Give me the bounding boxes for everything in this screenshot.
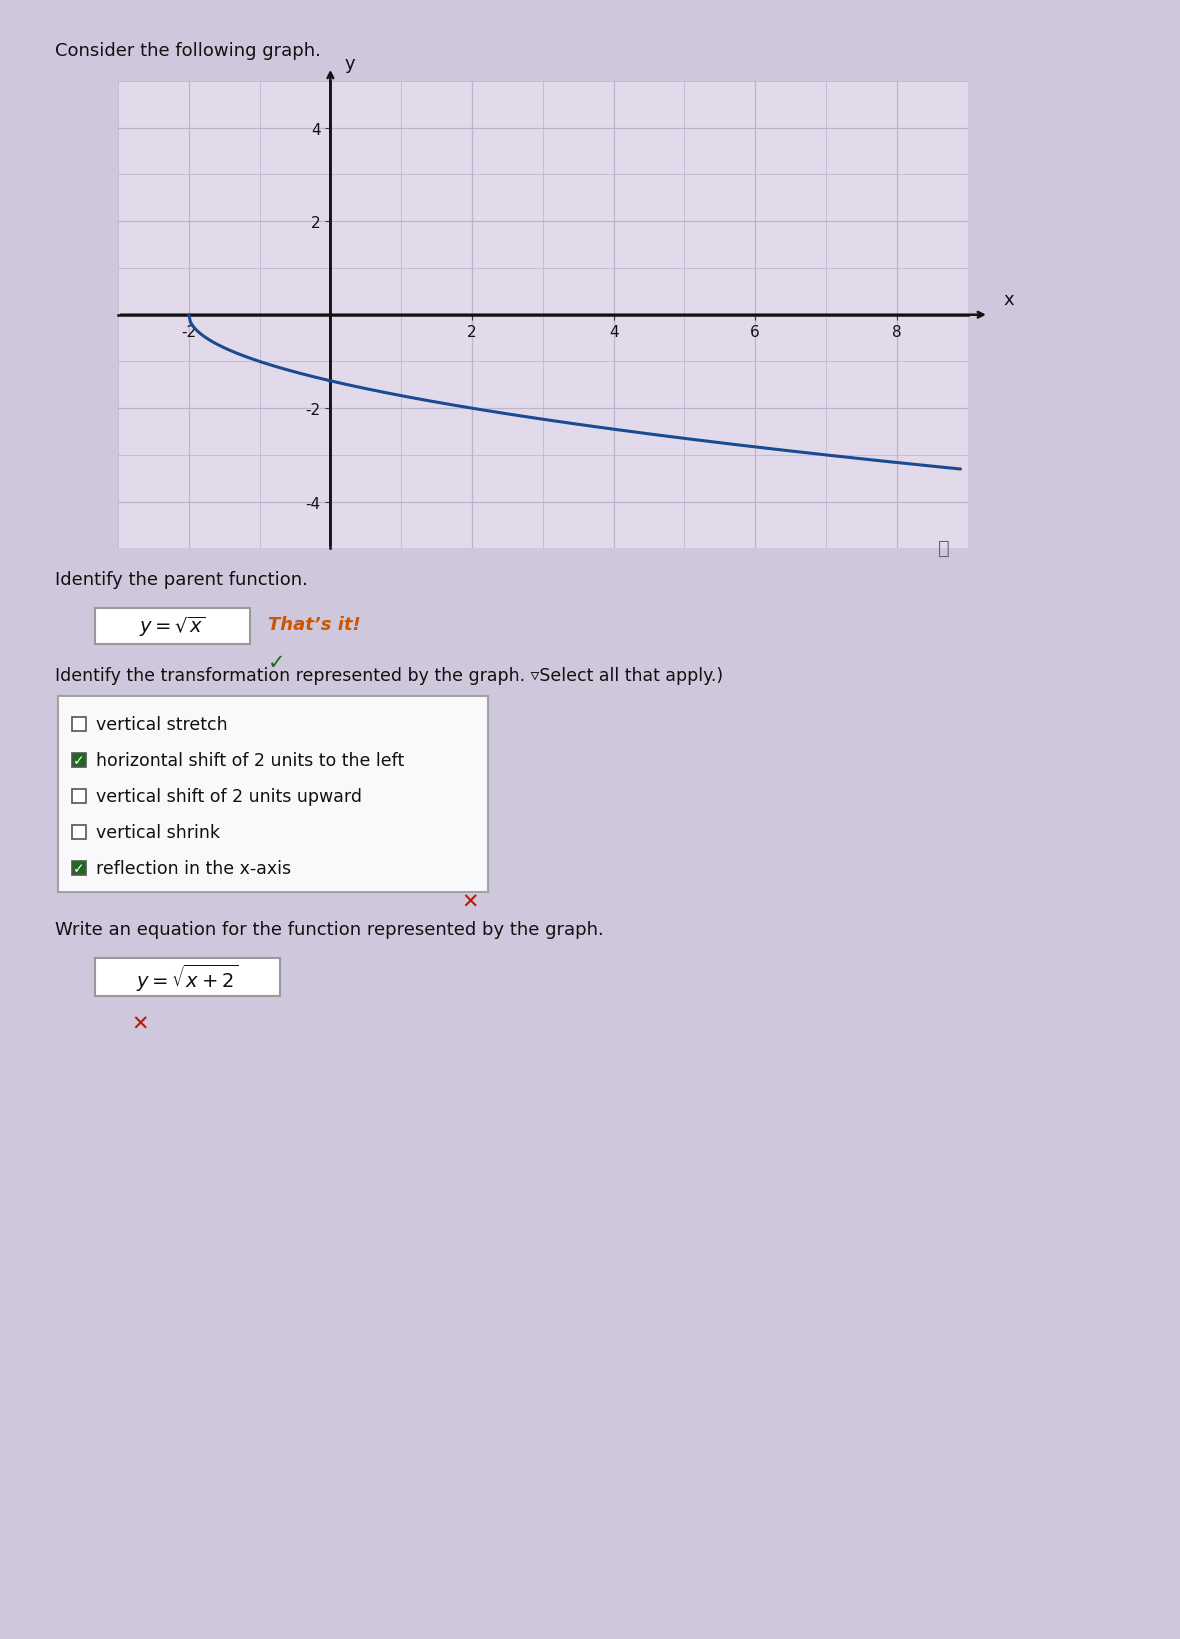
Text: y: y [345,54,355,72]
Text: horizontal shift of 2 units to the left: horizontal shift of 2 units to the left [96,752,405,770]
FancyBboxPatch shape [96,608,250,644]
FancyBboxPatch shape [72,718,86,731]
Text: ✕: ✕ [131,1015,149,1034]
Text: Identify the parent function.: Identify the parent function. [55,570,308,588]
Text: $y = \sqrt{x + 2}$: $y = \sqrt{x + 2}$ [137,962,238,993]
FancyBboxPatch shape [72,826,86,839]
Text: vertical shift of 2 units upward: vertical shift of 2 units upward [96,787,362,805]
FancyBboxPatch shape [96,959,280,997]
Text: ⓘ: ⓘ [938,539,950,557]
Text: reflection in the x-axis: reflection in the x-axis [96,859,291,877]
Text: ✕: ✕ [461,893,479,913]
Text: vertical stretch: vertical stretch [96,716,228,734]
FancyBboxPatch shape [72,754,86,767]
Text: ✓: ✓ [268,652,286,672]
Text: vertical shrink: vertical shrink [96,823,219,841]
Text: Write an equation for the function represented by the graph.: Write an equation for the function repre… [55,921,604,939]
Text: $y = \sqrt{x}$: $y = \sqrt{x}$ [139,615,205,639]
Text: Identify the transformation represented by the graph. ▿Select all that apply.): Identify the transformation represented … [55,667,723,685]
FancyBboxPatch shape [72,862,86,875]
Text: ✓: ✓ [73,862,85,875]
Text: Consider the following graph.: Consider the following graph. [55,43,321,61]
FancyBboxPatch shape [58,697,489,893]
Text: ✓: ✓ [73,754,85,767]
Text: x: x [1003,290,1014,308]
Text: That’s it!: That’s it! [268,616,361,634]
FancyBboxPatch shape [72,790,86,803]
